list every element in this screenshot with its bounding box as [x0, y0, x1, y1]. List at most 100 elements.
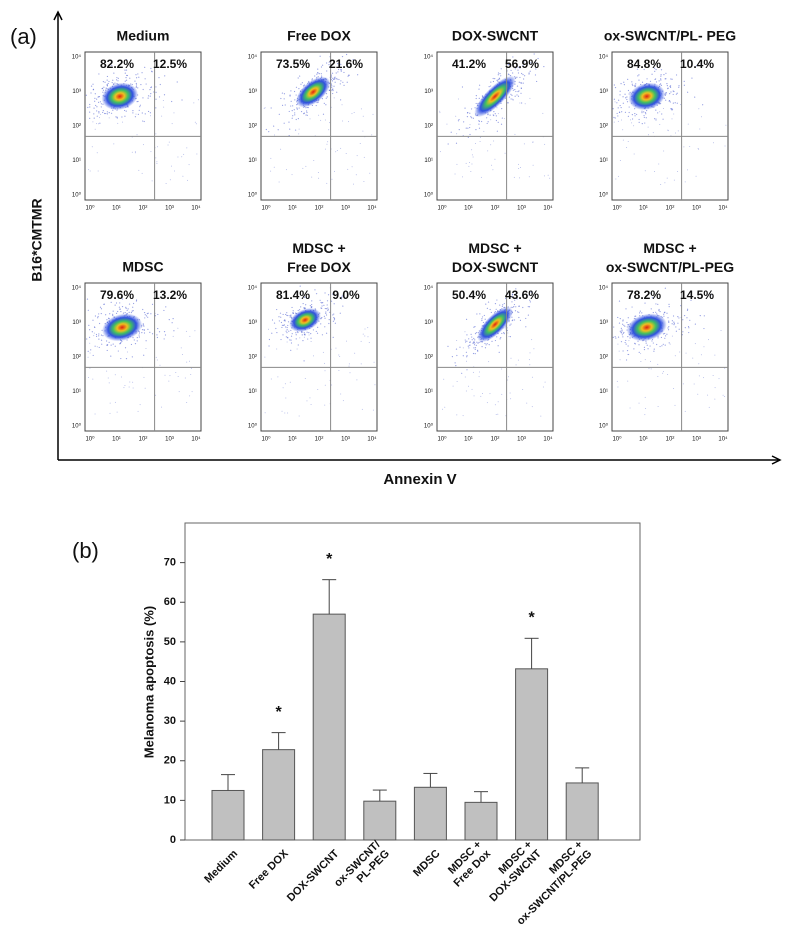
event-dot [293, 109, 295, 111]
x-tick-label: 10² [666, 437, 675, 443]
event-dot [144, 78, 146, 80]
event-dot [632, 84, 634, 87]
event-dot [462, 355, 464, 357]
event-dot [145, 340, 147, 342]
event-dot [497, 78, 499, 81]
event-dot [284, 104, 286, 106]
event-dot [662, 333, 665, 335]
event-dot [669, 343, 671, 345]
event-dot [660, 336, 663, 339]
event-dot [479, 136, 481, 138]
event-dot [639, 310, 641, 312]
event-dot [662, 118, 664, 120]
event-dot [492, 77, 494, 80]
event-dot [93, 107, 95, 109]
event-dot [456, 380, 458, 382]
event-dot [120, 357, 122, 360]
event-dot [96, 346, 98, 348]
event-dot [104, 81, 106, 83]
event-dot [498, 351, 500, 353]
event-dot [514, 95, 516, 97]
event-dot [708, 406, 710, 408]
x-tick-label: 10² [139, 437, 148, 443]
event-dot [669, 93, 671, 95]
event-dot [516, 85, 519, 87]
event-dot [510, 306, 512, 308]
event-dot [654, 70, 656, 72]
event-dot [334, 322, 336, 324]
event-dot [280, 97, 282, 100]
event-dot [526, 402, 528, 404]
event-dot [291, 110, 293, 112]
event-dot [88, 329, 91, 331]
event-dot [469, 126, 471, 129]
y-tick-label: 10¹ [599, 158, 608, 164]
event-dot [173, 170, 175, 172]
event-dot [286, 329, 288, 331]
event-dot [646, 344, 648, 346]
event-dot [123, 109, 126, 112]
event-dot [290, 329, 292, 332]
event-dot [470, 116, 472, 118]
event-dot [98, 123, 100, 125]
event-dot [316, 332, 319, 334]
event-dot [142, 324, 144, 326]
event-dot [157, 146, 159, 148]
event-dot [114, 82, 116, 84]
event-dot [353, 183, 355, 185]
event-dot [497, 80, 499, 82]
event-dot [532, 141, 534, 143]
event-dot [622, 102, 624, 104]
event-dot [155, 91, 157, 93]
event-dot [647, 126, 649, 128]
event-dot [535, 68, 537, 70]
event-dot [512, 89, 514, 91]
event-dot [354, 352, 356, 354]
event-dot [177, 327, 179, 329]
event-dot [675, 330, 677, 332]
x-tick-label: MDSC [411, 848, 442, 879]
event-dot [177, 376, 179, 378]
event-dot [649, 345, 651, 347]
event-dot [112, 310, 114, 312]
event-dot [348, 365, 350, 367]
event-dot [495, 115, 497, 117]
event-dot [355, 174, 357, 176]
event-dot [676, 92, 678, 94]
event-dot [125, 358, 128, 360]
event-dot [510, 296, 512, 298]
event-dot [132, 310, 134, 312]
event-dot [643, 68, 645, 71]
event-dot [661, 345, 663, 347]
event-dot [667, 373, 669, 375]
event-dot [665, 99, 667, 101]
event-dot [331, 80, 334, 82]
y-tick-label: 10⁰ [248, 192, 258, 199]
event-dot [522, 82, 524, 84]
event-dot [372, 409, 374, 411]
event-dot [465, 162, 467, 164]
event-dot [85, 94, 87, 96]
event-dot [659, 310, 661, 313]
event-dot [98, 313, 100, 315]
event-dot [492, 114, 494, 116]
event-dot [274, 134, 276, 136]
event-dot [622, 129, 624, 131]
event-dot [87, 350, 89, 352]
event-dot [512, 56, 514, 58]
event-dot [486, 117, 488, 119]
event-dot [282, 387, 284, 389]
event-dot [619, 317, 621, 320]
event-dot [186, 147, 188, 149]
event-dot [517, 95, 520, 97]
event-dot [626, 98, 628, 101]
event-dot [151, 333, 154, 335]
event-dot [336, 78, 338, 80]
event-dot [353, 112, 355, 114]
event-dot [494, 404, 496, 406]
event-dot [137, 113, 139, 116]
event-dot [288, 330, 290, 332]
y-tick-label: 10⁰ [72, 192, 82, 199]
event-dot [271, 319, 274, 321]
event-dot [278, 181, 280, 183]
